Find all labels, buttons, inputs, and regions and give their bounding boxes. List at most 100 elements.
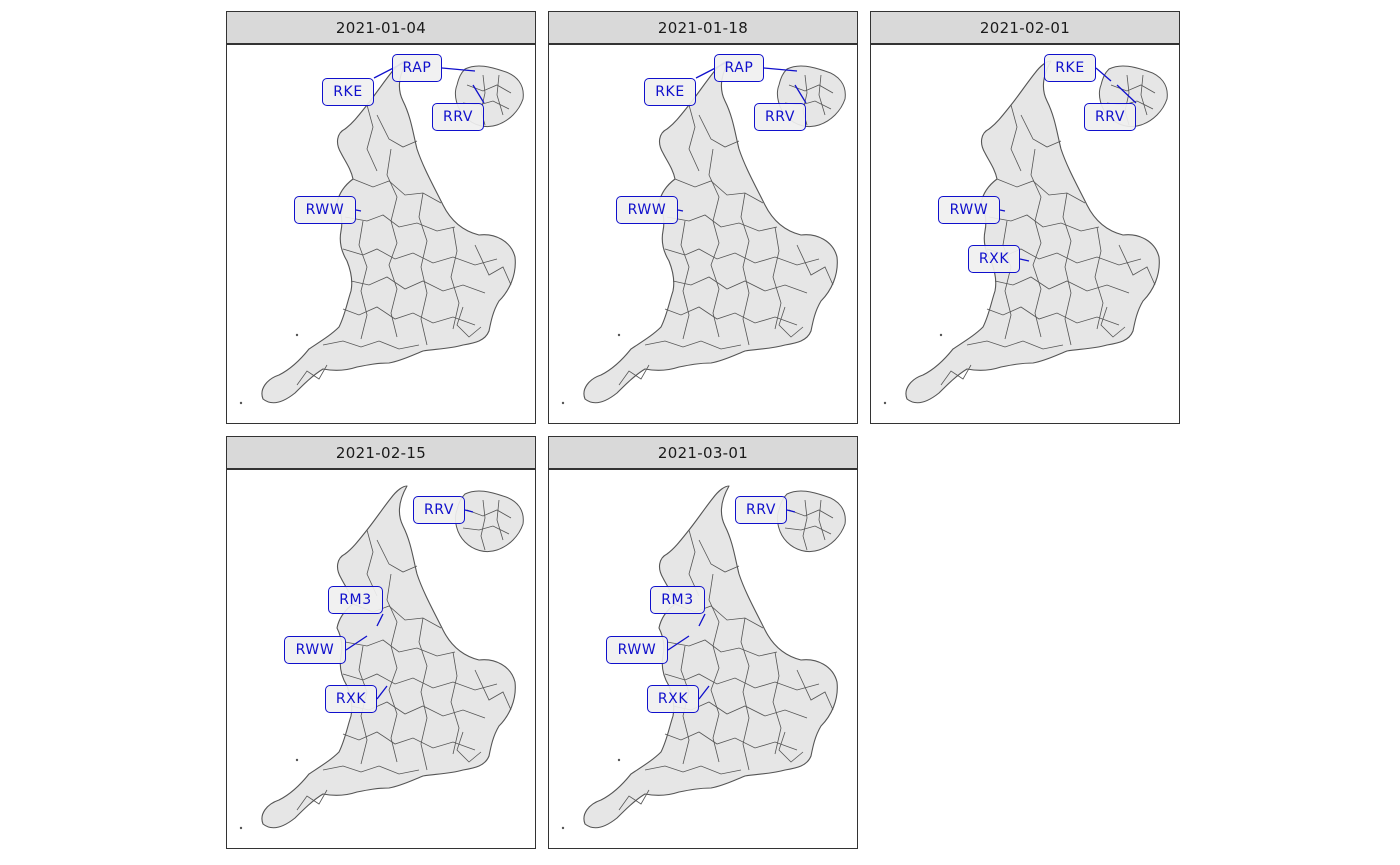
- region-boundary: [664, 673, 820, 691]
- region-boundary: [474, 669, 512, 711]
- label-leader-line: [794, 84, 807, 104]
- region-boundary: [994, 276, 1130, 294]
- region-boundary: [708, 573, 720, 763]
- region-boundary: [1118, 244, 1156, 286]
- region-boundary: [342, 731, 476, 751]
- map-panel: RAP RKE RRV RWW: [226, 44, 536, 424]
- region-boundary: [296, 364, 328, 386]
- region-boundary: [988, 214, 1100, 232]
- facet-title: 2021-02-15: [226, 436, 536, 469]
- trust-label: RKE: [322, 78, 374, 106]
- region-boundary: [644, 765, 742, 775]
- label-leader-line: [441, 67, 476, 72]
- region-boundary: [450, 651, 460, 755]
- region-boundary: [674, 178, 764, 204]
- region-boundary: [296, 789, 328, 811]
- region-boundary: [466, 509, 512, 519]
- region-boundary: [698, 539, 740, 573]
- label-leader-line: [763, 67, 798, 72]
- region-boundary: [418, 617, 428, 771]
- region-boundary: [462, 525, 510, 535]
- trust-label: RM3: [650, 586, 705, 614]
- region-boundary: [644, 340, 742, 350]
- north-east-region: [454, 490, 524, 553]
- label-leader-line: [698, 685, 710, 700]
- region-boundary: [418, 192, 428, 346]
- label-leader-line: [999, 209, 1006, 212]
- region-boundary: [772, 651, 782, 755]
- trust-label: RRV: [432, 103, 484, 131]
- label-leader-line: [786, 509, 796, 513]
- region-boundary: [344, 639, 456, 657]
- facet-4: 2021-02-15 RRV RM3 RWW RXK: [226, 436, 536, 849]
- trust-label: RRV: [754, 103, 806, 131]
- region-boundary: [376, 114, 418, 148]
- region-boundary: [664, 731, 798, 751]
- region-boundary: [618, 364, 650, 386]
- region-boundary: [698, 114, 740, 148]
- map-panel: RKE RRV RWW RXK: [870, 44, 1180, 424]
- map-panel: RRV RM3 RWW RXK: [548, 469, 858, 849]
- region-boundary: [1140, 74, 1148, 116]
- region-boundary: [352, 178, 442, 204]
- region-boundary: [672, 276, 808, 294]
- facet-5: 2021-03-01 RRV RM3 RWW RXK: [548, 436, 858, 849]
- facet-title: 2021-03-01: [548, 436, 858, 469]
- region-boundary: [386, 573, 398, 763]
- facet-title: 2021-02-01: [870, 11, 1180, 44]
- region-boundary: [496, 499, 504, 541]
- region-boundary: [740, 192, 750, 346]
- england-map: [561, 485, 846, 830]
- trust-label: RRV: [1084, 103, 1136, 131]
- island-marker: [239, 401, 243, 405]
- label-leader-line: [472, 84, 485, 104]
- region-boundary: [456, 731, 482, 763]
- label-leader-line: [698, 613, 706, 627]
- region-boundary: [342, 306, 476, 326]
- region-boundary: [778, 731, 804, 763]
- region-boundary: [496, 74, 504, 116]
- region-boundary: [1002, 220, 1012, 340]
- region-boundary: [818, 74, 826, 116]
- region-boundary: [940, 364, 972, 386]
- region-boundary: [688, 104, 700, 172]
- facet-1: 2021-01-04 RAP RKE RRV RWW: [226, 11, 536, 424]
- region-boundary: [1030, 148, 1042, 338]
- region-boundary: [778, 306, 804, 338]
- trust-label: RAP: [392, 54, 442, 82]
- region-boundary: [350, 276, 486, 294]
- england-map: [883, 60, 1168, 405]
- region-boundary: [688, 529, 700, 597]
- island-marker: [883, 401, 887, 405]
- region-boundary: [366, 104, 378, 172]
- region-boundary: [456, 306, 482, 338]
- region-boundary: [796, 669, 834, 711]
- region-boundary: [708, 148, 720, 338]
- region-boundary: [772, 226, 782, 330]
- region-boundary: [376, 539, 418, 573]
- region-boundary: [618, 789, 650, 811]
- trust-label: RWW: [284, 636, 346, 664]
- label-leader-line: [1116, 84, 1137, 104]
- island-marker: [617, 758, 621, 762]
- region-boundary: [480, 499, 486, 551]
- label-leader-line: [376, 613, 384, 627]
- label-leader-line: [667, 635, 690, 651]
- england-map: [561, 60, 846, 405]
- region-boundary: [680, 220, 690, 340]
- region-boundary: [740, 617, 750, 771]
- region-boundary: [1094, 226, 1104, 330]
- trust-label: RRV: [413, 496, 465, 524]
- region-boundary: [1062, 192, 1072, 346]
- map-panel: RRV RM3 RWW RXK: [226, 469, 536, 849]
- island-marker: [617, 333, 621, 337]
- region-boundary: [474, 244, 512, 286]
- region-boundary: [788, 509, 834, 519]
- trust-label: RXK: [968, 245, 1020, 273]
- region-boundary: [664, 248, 820, 266]
- north-east-region: [776, 490, 846, 553]
- trust-label: RXK: [325, 685, 377, 713]
- region-boundary: [322, 340, 420, 350]
- region-boundary: [996, 178, 1086, 204]
- trust-label: RWW: [938, 196, 1000, 224]
